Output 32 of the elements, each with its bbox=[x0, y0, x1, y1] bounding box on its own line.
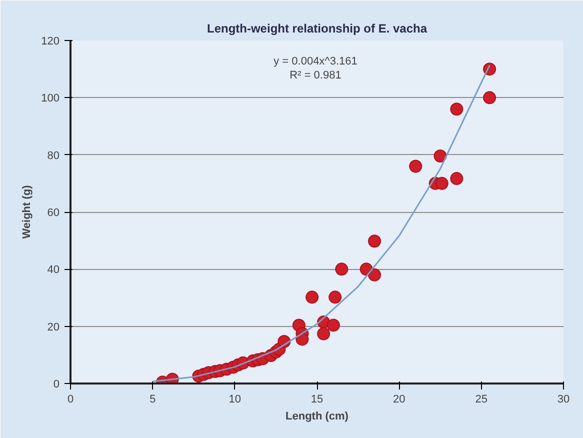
y-tick-label: 40 bbox=[47, 264, 60, 276]
y-tick-label: 100 bbox=[41, 92, 60, 105]
x-tick-label: 25 bbox=[475, 394, 488, 406]
point bbox=[434, 149, 447, 162]
x-axis-title: Length (cm) bbox=[286, 410, 349, 422]
x-tick-label: 30 bbox=[557, 394, 570, 406]
x-tick-label: 20 bbox=[393, 394, 406, 406]
y-axis-title: Weight (g) bbox=[21, 184, 34, 239]
y-tick-label: 20 bbox=[47, 321, 60, 334]
y-tick-label: 120 bbox=[41, 36, 60, 48]
chart-title: Length-weight relationship of E. vacha bbox=[206, 22, 428, 36]
point bbox=[368, 234, 382, 248]
y-tick-label: 0 bbox=[53, 378, 60, 390]
point bbox=[409, 160, 422, 173]
x-tick-label: 0 bbox=[67, 394, 74, 406]
point bbox=[450, 172, 464, 186]
point bbox=[335, 262, 348, 276]
x-tick-label: 10 bbox=[228, 394, 241, 406]
annotation: y = 0.004x^3.161 bbox=[274, 56, 358, 68]
x-tick-label: 5 bbox=[150, 394, 156, 406]
annotation: R² = 0.981 bbox=[290, 70, 342, 82]
point bbox=[368, 268, 382, 282]
point bbox=[483, 91, 496, 104]
point bbox=[450, 102, 464, 116]
x-tick-label: 15 bbox=[310, 394, 324, 406]
point bbox=[317, 327, 330, 340]
y-tick-label: 60 bbox=[47, 207, 60, 219]
point bbox=[306, 290, 319, 304]
point bbox=[435, 176, 448, 190]
y-tick-label: 80 bbox=[47, 150, 60, 162]
point bbox=[326, 318, 340, 332]
point bbox=[328, 290, 342, 304]
